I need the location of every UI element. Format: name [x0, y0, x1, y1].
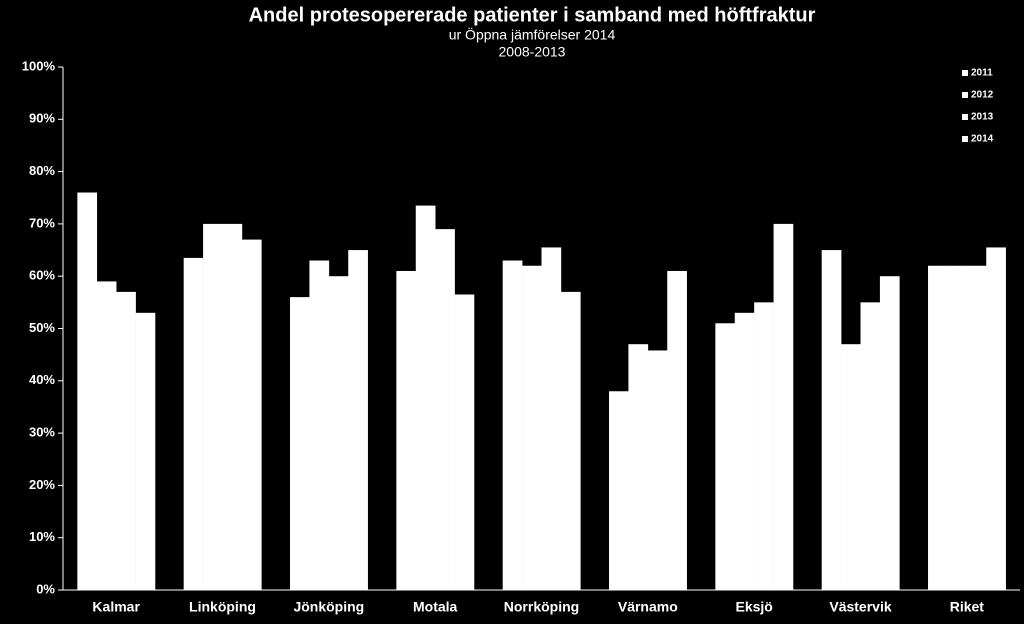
bar [328, 276, 349, 590]
bar [647, 350, 668, 590]
bar [541, 247, 562, 590]
bar [309, 260, 330, 590]
bar [628, 344, 649, 590]
bar [986, 247, 1006, 590]
bar [773, 223, 794, 590]
bar [222, 223, 243, 590]
y-tick-label: 60% [29, 268, 55, 283]
bar [203, 223, 223, 590]
bar [522, 265, 542, 590]
legend-label: 2011 [971, 68, 993, 79]
x-tick-label: Norrköping [504, 599, 579, 615]
y-tick-label: 70% [29, 215, 55, 230]
y-tick-label: 100% [22, 58, 56, 73]
bar [290, 297, 310, 590]
bar [734, 312, 755, 590]
legend-swatch [962, 70, 968, 76]
chart-subtitle: 2008-2013 [499, 44, 566, 60]
bar [96, 281, 117, 590]
bar [947, 265, 968, 590]
y-tick-label: 80% [29, 163, 55, 178]
bar [609, 391, 629, 590]
x-tick-label: Värnamo [618, 599, 678, 615]
x-tick-label: Eksjö [735, 599, 772, 615]
chart-title: Andel protesopererade patienter i samban… [249, 4, 816, 26]
x-tick-label: Motala [413, 599, 458, 615]
y-tick-label: 0% [36, 581, 55, 596]
y-tick-label: 40% [29, 372, 55, 387]
x-tick-label: Kalmar [92, 599, 140, 615]
x-tick-label: Västervik [829, 599, 891, 615]
y-tick-label: 10% [29, 529, 55, 544]
bar [116, 291, 136, 590]
bar [502, 260, 523, 590]
bar [879, 276, 900, 590]
x-tick-label: Linköping [189, 599, 256, 615]
x-tick-label: Jönköping [293, 599, 364, 615]
bar [241, 239, 262, 590]
bar [966, 265, 987, 590]
legend-swatch [962, 92, 968, 98]
y-tick-label: 30% [29, 425, 55, 440]
y-tick-label: 20% [29, 477, 55, 492]
legend-label: 2013 [971, 112, 994, 123]
legend-swatch [962, 136, 968, 142]
y-tick-label: 90% [29, 111, 55, 126]
bar [435, 229, 455, 590]
legend-label: 2014 [971, 134, 994, 145]
bar [77, 192, 98, 590]
bar [183, 257, 204, 590]
y-tick-label: 50% [29, 320, 55, 335]
chart-subtitle: ur Öppna jämförelser 2014 [449, 26, 616, 43]
bar [454, 294, 475, 590]
bar [715, 323, 736, 590]
legend-label: 2012 [971, 90, 994, 101]
bar [841, 344, 861, 590]
bar [860, 302, 881, 590]
bar [135, 312, 156, 590]
bar [560, 291, 581, 590]
x-tick-label: Riket [950, 599, 985, 615]
bar [415, 205, 436, 590]
bar [348, 250, 368, 591]
legend-swatch [962, 114, 968, 120]
bar [928, 265, 948, 590]
bar [667, 270, 687, 590]
bar [396, 270, 417, 590]
bar [821, 250, 842, 591]
bar [754, 302, 774, 590]
